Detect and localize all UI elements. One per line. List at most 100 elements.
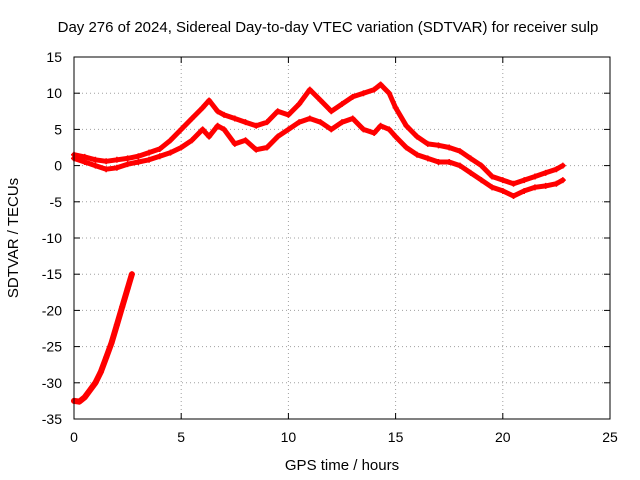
data-point <box>199 126 206 133</box>
data-point <box>456 148 463 155</box>
data-point <box>435 158 442 165</box>
data-point <box>113 321 120 328</box>
data-point <box>242 119 249 126</box>
data-point <box>510 193 517 200</box>
data-point <box>377 122 384 129</box>
data-point <box>296 101 303 108</box>
data-point <box>414 151 421 158</box>
data-point <box>521 177 528 184</box>
data-point <box>156 153 163 160</box>
y-tick-label: -30 <box>42 375 62 391</box>
data-point <box>214 108 221 115</box>
data-point <box>135 158 142 165</box>
x-tick-label: 20 <box>495 429 511 445</box>
data-point <box>103 354 110 361</box>
data-point <box>124 285 131 292</box>
data-point <box>167 137 174 144</box>
data-point <box>156 145 163 152</box>
x-tick-label: 10 <box>281 429 297 445</box>
y-tick-label: 10 <box>46 85 62 101</box>
data-point <box>478 162 485 169</box>
data-point <box>167 149 174 156</box>
data-point <box>103 158 110 165</box>
data-point <box>371 86 378 93</box>
data-point <box>339 101 345 108</box>
data-point <box>285 126 292 133</box>
y-tick-labels: -35 -30 -25 -20 -15 -10 -5 0 5 10 15 <box>42 49 62 427</box>
data-point <box>253 122 260 129</box>
data-point <box>188 115 195 122</box>
y-axis-label: SDTVAR / TECUs <box>5 178 22 298</box>
data-point <box>242 137 249 144</box>
y-tick-label: 0 <box>54 158 62 174</box>
data-point <box>263 144 270 151</box>
data-point <box>559 177 566 184</box>
data-point <box>113 156 120 163</box>
data-point <box>328 108 335 115</box>
data-point <box>349 115 356 122</box>
data-point <box>97 368 104 375</box>
data-point <box>499 187 506 194</box>
y-tick-label: -10 <box>42 230 62 246</box>
x-axis-label: GPS time / hours <box>285 457 399 474</box>
data-point <box>103 166 110 173</box>
data-point <box>87 387 94 394</box>
data-point <box>178 144 185 151</box>
data-point <box>124 161 131 168</box>
data-point <box>489 173 496 180</box>
data-point <box>206 133 213 140</box>
data-point <box>306 115 313 122</box>
data-point <box>542 169 549 176</box>
axis-ticks <box>73 56 611 420</box>
data-point <box>553 180 560 187</box>
data-point <box>119 303 126 310</box>
data-point <box>317 97 324 104</box>
data-point <box>178 126 185 133</box>
data-point <box>349 93 356 100</box>
data-point <box>446 158 453 165</box>
data-point <box>92 156 99 163</box>
data-point <box>81 153 88 160</box>
y-tick-label: 15 <box>46 49 62 65</box>
data-point <box>542 182 549 189</box>
data-point <box>360 90 367 97</box>
data-point <box>128 271 135 278</box>
data-point <box>377 81 384 88</box>
data-point <box>489 184 496 191</box>
data-point <box>317 119 324 126</box>
data-point <box>285 111 292 118</box>
data-point <box>339 119 345 126</box>
data-point <box>135 153 142 160</box>
y-tick-label: -5 <box>50 194 63 210</box>
data-point <box>446 144 453 151</box>
plot-area <box>71 81 566 405</box>
data-point <box>146 149 153 156</box>
data-point <box>414 133 421 140</box>
data-point <box>553 166 560 173</box>
data-point <box>263 119 270 126</box>
y-tick-label: -15 <box>42 266 62 282</box>
y-tick-label: -25 <box>42 339 62 355</box>
data-point <box>386 126 393 133</box>
x-tick-label: 0 <box>70 429 78 445</box>
x-tick-label: 15 <box>388 429 404 445</box>
data-point <box>92 162 99 169</box>
y-tick-label: -20 <box>42 302 62 318</box>
grid <box>74 57 610 419</box>
data-point <box>531 184 538 191</box>
chart-title: Day 276 of 2024, Sidereal Day-to-day VTE… <box>58 19 599 36</box>
data-point <box>328 126 335 133</box>
data-point <box>521 187 528 194</box>
data-point <box>306 86 313 93</box>
data-point <box>386 90 393 97</box>
data-point <box>146 156 153 163</box>
data-point <box>199 104 206 111</box>
data-point <box>467 169 474 176</box>
data-point <box>124 155 131 162</box>
data-point <box>76 398 83 405</box>
data-point <box>403 122 410 129</box>
x-tick-label: 25 <box>602 429 618 445</box>
data-point <box>206 97 213 104</box>
data-point <box>108 339 115 346</box>
